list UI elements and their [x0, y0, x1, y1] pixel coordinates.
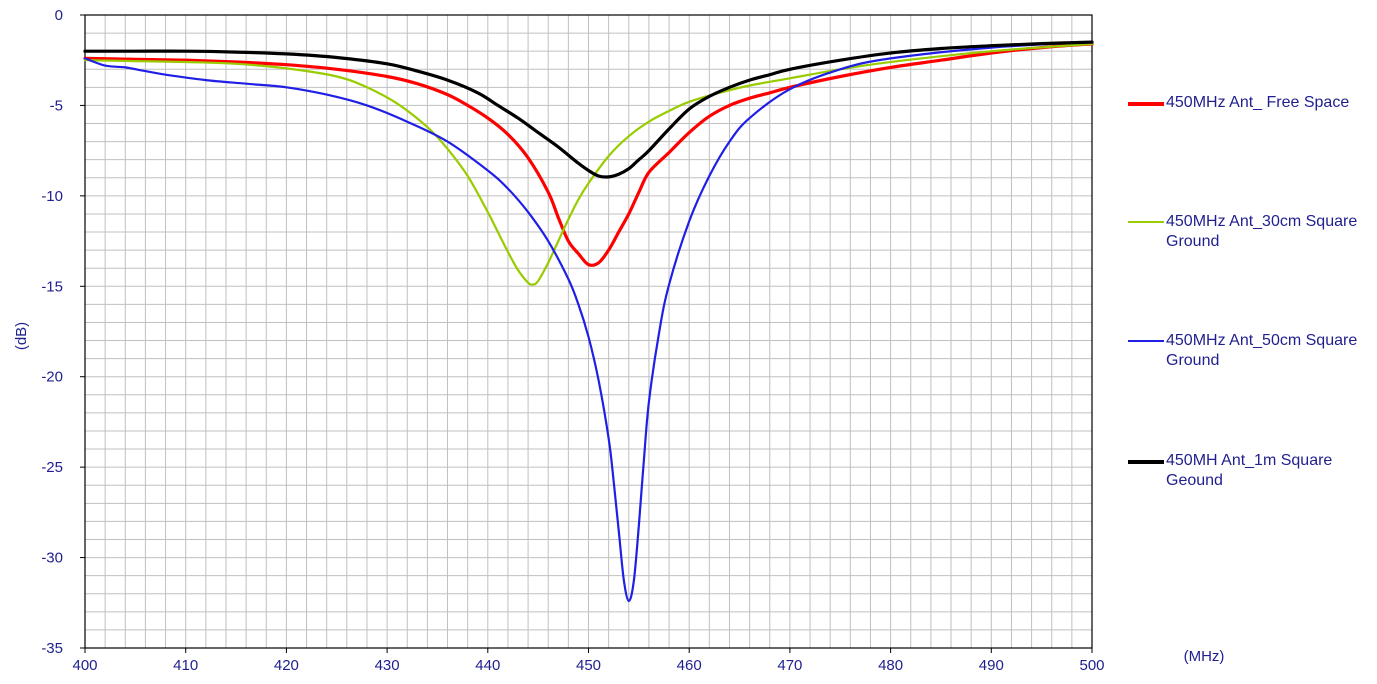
series-line-30cm-ground [83, 42, 1094, 286]
series-line-50cm-ground [83, 41, 1094, 603]
legend-label: 450MHz Ant_ Free Space [1166, 94, 1350, 111]
series-layer [83, 40, 1094, 603]
y-tick-label: -20 [41, 369, 63, 386]
legend-swatch [1128, 460, 1164, 464]
y-tick-label: -5 [50, 97, 63, 114]
x-tick-label: 480 [878, 657, 903, 674]
y-tick-label: -30 [41, 550, 63, 567]
y-tick-label: -15 [41, 278, 63, 295]
x-tick-label: 490 [979, 657, 1004, 674]
x-tick-label: 450 [576, 657, 601, 674]
x-axis-ticks: 400 410 420 430 440 450 460 470 480 490 500 [72, 648, 1105, 674]
legend-label: 450MHz Ant_30cm Square Ground [1166, 213, 1358, 250]
x-tick-label: 500 [1079, 657, 1104, 674]
x-tick-label: 470 [777, 657, 802, 674]
legend-label: 450MH Ant_1m Square Geound [1166, 452, 1333, 489]
y-tick-label: -10 [41, 188, 63, 205]
grid [85, 15, 1092, 648]
y-tick-label: 0 [55, 7, 63, 24]
legend-swatch [1128, 221, 1164, 223]
x-tick-label: 420 [274, 657, 299, 674]
x-tick-label: 410 [173, 657, 198, 674]
legend-label: 450MHz Ant_50cm Square Ground [1166, 332, 1358, 369]
x-tick-label: 400 [72, 657, 97, 674]
x-tick-label: 460 [677, 657, 702, 674]
legend-swatch [1128, 102, 1164, 106]
y-tick-label: -25 [41, 459, 63, 476]
x-axis-title: (MHz) [1184, 648, 1225, 665]
series-line-free-space [83, 42, 1094, 267]
y-tick-label: -35 [41, 640, 63, 657]
x-tick-label: 430 [375, 657, 400, 674]
y-axis-ticks: 0 -5 -10 -15 -20 -25 -30 -35 [41, 7, 85, 657]
y-axis-title: (dB) [13, 322, 30, 350]
series-line-1m-ground [83, 40, 1094, 179]
legend-swatch [1128, 340, 1164, 342]
x-tick-label: 440 [475, 657, 500, 674]
